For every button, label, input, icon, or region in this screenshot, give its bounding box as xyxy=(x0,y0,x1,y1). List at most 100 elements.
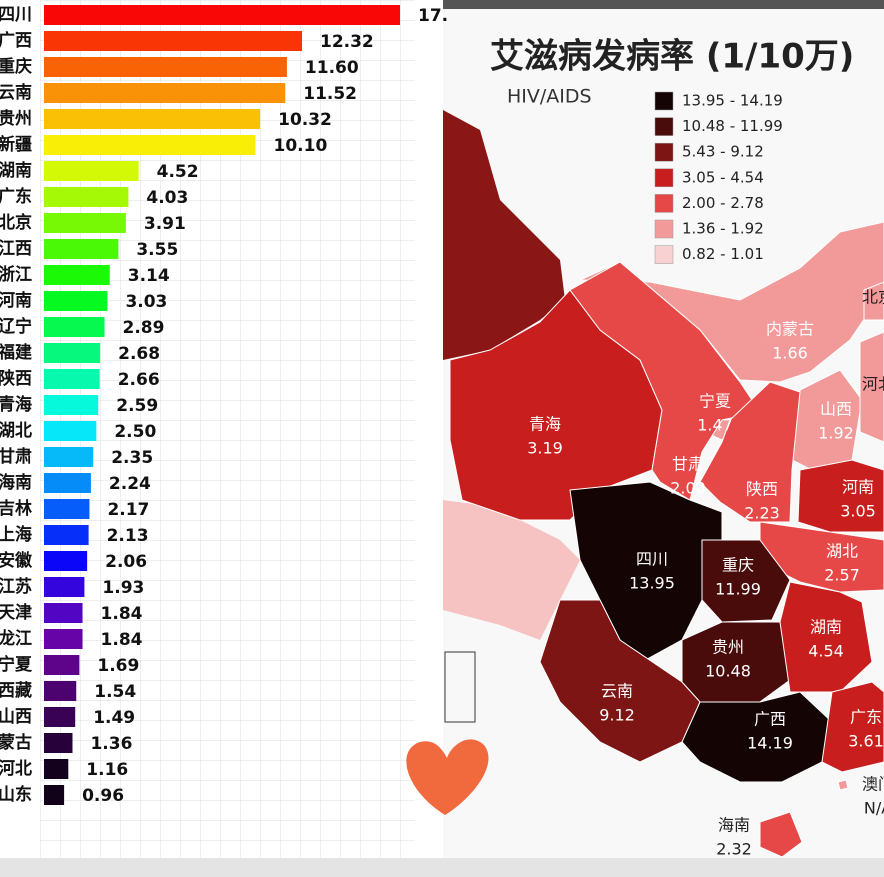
category-label: 湖北 xyxy=(0,421,32,441)
category-label: 云南 xyxy=(0,82,32,103)
region-value: 10.48 xyxy=(705,662,751,681)
bar xyxy=(44,57,287,77)
region-value: 11.99 xyxy=(715,580,761,599)
region-name: 湖北 xyxy=(826,542,858,561)
bar xyxy=(44,603,83,623)
bar xyxy=(44,759,69,779)
value-label: 3.14 xyxy=(128,266,170,286)
region-name: 贵州 xyxy=(712,638,744,657)
inset-frame xyxy=(444,651,476,723)
region-name: 北京 xyxy=(862,288,884,307)
region-value: 2.32 xyxy=(716,840,752,859)
value-label: 2.59 xyxy=(116,396,158,416)
category-label: 广西 xyxy=(0,30,32,51)
legend-label: 3.05 - 4.54 xyxy=(682,168,764,186)
value-label: 2.06 xyxy=(105,552,147,572)
bar xyxy=(44,187,129,207)
category-label: 新疆 xyxy=(0,134,32,155)
region-value: 1.47 xyxy=(697,416,733,435)
bar xyxy=(44,551,88,571)
region xyxy=(569,481,723,663)
category-label: 安徽 xyxy=(0,550,33,571)
category-label: 西藏 xyxy=(0,681,32,701)
category-label: 河北 xyxy=(0,759,32,779)
value-label: 11.60 xyxy=(305,58,359,78)
region-name: 陕西 xyxy=(746,480,778,499)
bar xyxy=(44,733,73,753)
map xyxy=(443,110,884,858)
region-name: 重庆 xyxy=(722,556,754,575)
category-label: 四川 xyxy=(0,5,32,25)
region xyxy=(699,381,801,523)
legend-swatch xyxy=(654,245,674,264)
category-label: 重庆 xyxy=(0,56,32,77)
legend-label: 0.82 - 1.01 xyxy=(682,245,764,263)
value-label: 2.35 xyxy=(111,448,153,468)
region-value: 14.19 xyxy=(747,734,793,753)
category-label: 宁夏 xyxy=(0,654,33,675)
value-label: 2.66 xyxy=(118,370,160,390)
region-value: 9.12 xyxy=(599,706,635,725)
bar xyxy=(44,5,400,25)
bar xyxy=(44,499,90,519)
category-label: 海南 xyxy=(0,472,32,493)
region-name: 宁夏 xyxy=(699,392,731,411)
bar xyxy=(44,785,65,805)
region-name: 内蒙古 xyxy=(766,320,814,339)
value-label: 1.84 xyxy=(101,604,143,624)
region-name: 湖南 xyxy=(810,618,842,637)
category-label: 陕西 xyxy=(0,368,32,389)
value-label: 2.17 xyxy=(107,500,149,520)
region xyxy=(759,811,803,858)
bar xyxy=(44,525,89,545)
value-label: 2.13 xyxy=(107,526,149,546)
region-value: 2.23 xyxy=(744,504,780,523)
category-label: 贵州 xyxy=(0,108,32,129)
category-label: 上海 xyxy=(0,524,32,545)
region xyxy=(821,681,884,773)
legend-swatch xyxy=(654,142,674,162)
category-label: 天津 xyxy=(0,602,32,623)
legend-label: 1.36 - 1.92 xyxy=(682,220,764,238)
region-name: 广东 xyxy=(850,708,882,727)
region-value: 3.61 xyxy=(848,732,884,751)
value-label: 10.10 xyxy=(274,136,328,156)
bar xyxy=(44,213,126,233)
bar xyxy=(44,707,76,727)
category-label: 河南 xyxy=(0,290,32,311)
bar xyxy=(44,655,80,675)
region xyxy=(837,779,849,791)
category-label: 北京 xyxy=(0,212,32,233)
region-name: 海南 xyxy=(718,816,750,835)
legend-label: 13.95 - 14.19 xyxy=(682,92,783,110)
value-label: 2.89 xyxy=(123,318,165,338)
bar xyxy=(44,577,85,597)
value-label: 12.32 xyxy=(320,32,374,52)
bar xyxy=(44,629,83,649)
value-label: 2.68 xyxy=(118,344,160,364)
region-value: 2.00 xyxy=(670,479,706,498)
legend-swatch xyxy=(654,194,674,213)
legend-label: 10.48 - 11.99 xyxy=(682,117,783,135)
value-label: 0.96 xyxy=(82,786,124,806)
bar xyxy=(44,369,100,389)
region-value: 1.92 xyxy=(818,424,854,443)
category-label: 黑龙江 xyxy=(0,628,32,649)
category-label: 浙江 xyxy=(0,264,32,285)
region xyxy=(681,691,833,783)
value-label: 1.16 xyxy=(86,760,128,780)
region-name: 山西 xyxy=(820,400,852,419)
region-name: 澳门 xyxy=(862,775,884,794)
top-strip xyxy=(443,0,884,9)
map-subtitle: HIV/AIDS xyxy=(507,86,592,108)
map-title: 艾滋病发病率 (1/10万) xyxy=(490,37,854,77)
category-label: 吉林 xyxy=(0,498,32,519)
region-value: 4.54 xyxy=(808,642,844,661)
value-label: 3.55 xyxy=(136,240,178,260)
category-label: 内蒙古 xyxy=(0,732,32,753)
category-label: 甘肃 xyxy=(0,446,32,467)
bar xyxy=(44,421,97,441)
region xyxy=(779,581,873,693)
